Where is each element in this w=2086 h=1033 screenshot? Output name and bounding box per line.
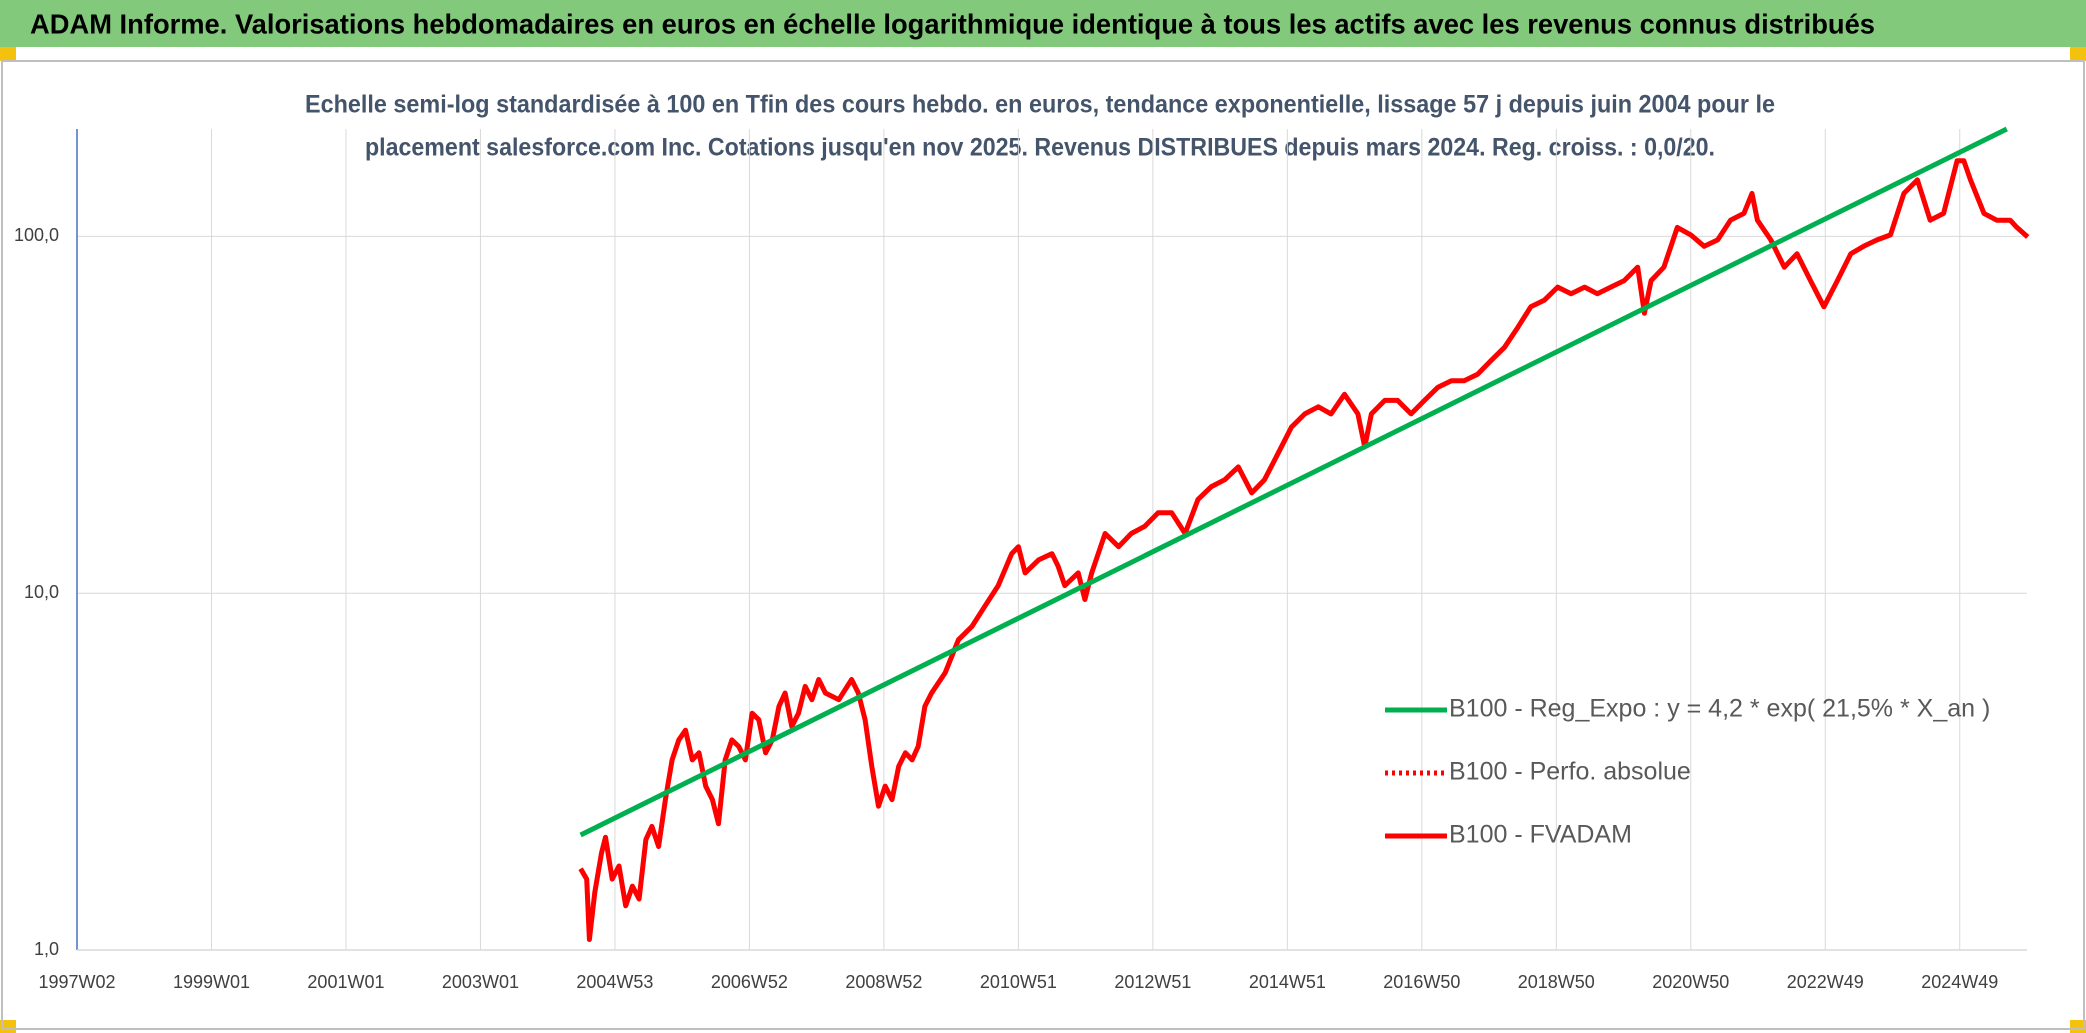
x-tick-label: 2003W01 (442, 972, 519, 992)
x-tick-label: 2004W53 (576, 972, 653, 992)
x-tick-label: 2014W51 (1249, 972, 1326, 992)
x-tick-label: 1999W01 (173, 972, 250, 992)
x-tick-label: 2016W50 (1383, 972, 1460, 992)
y-tick-label: 1,0 (34, 939, 59, 959)
plot-area: 1997W02 1999W01 2001W01 2003W01 2004W53 2006W… (14, 126, 2030, 992)
legend-label: B100 - Perfo. absolue (1449, 758, 1691, 786)
x-tick-label: 2001W01 (307, 972, 384, 992)
chart-title: ADAM Informe. Valorisations hebdomadaire… (30, 8, 1875, 39)
x-tick-label: 2022W49 (1787, 972, 1864, 992)
corner (2070, 47, 2086, 61)
y-tick-label: 100,0 (14, 225, 59, 245)
chart-subtitle: Echelle semi-log standardisée à 100 en T… (305, 91, 1775, 119)
y-tick-label: 10,0 (24, 582, 59, 602)
x-tick-label: 2020W50 (1652, 972, 1729, 992)
x-tick-label: 2010W51 (980, 972, 1057, 992)
chart-subtitle: placement salesforce.com Inc. Cotations … (365, 134, 1715, 162)
x-tick-label: 1997W02 (38, 972, 115, 992)
series-line (578, 158, 2030, 942)
corner (0, 47, 16, 61)
x-tick-label: 2024W49 (1921, 972, 1998, 992)
x-tick-label: 2008W52 (845, 972, 922, 992)
series-line (579, 126, 2008, 838)
header-bar (0, 0, 2086, 47)
x-tick-label: 2006W52 (711, 972, 788, 992)
legend-label: B100 - FVADAM (1449, 821, 1632, 849)
legend-label: B100 - Reg_Expo : y = 4,2 * exp( 21,5% *… (1449, 695, 1990, 723)
x-tick-label: 2018W50 (1518, 972, 1595, 992)
chart-frame (1, 60, 2085, 1030)
x-tick-label: 2012W51 (1114, 972, 1191, 992)
